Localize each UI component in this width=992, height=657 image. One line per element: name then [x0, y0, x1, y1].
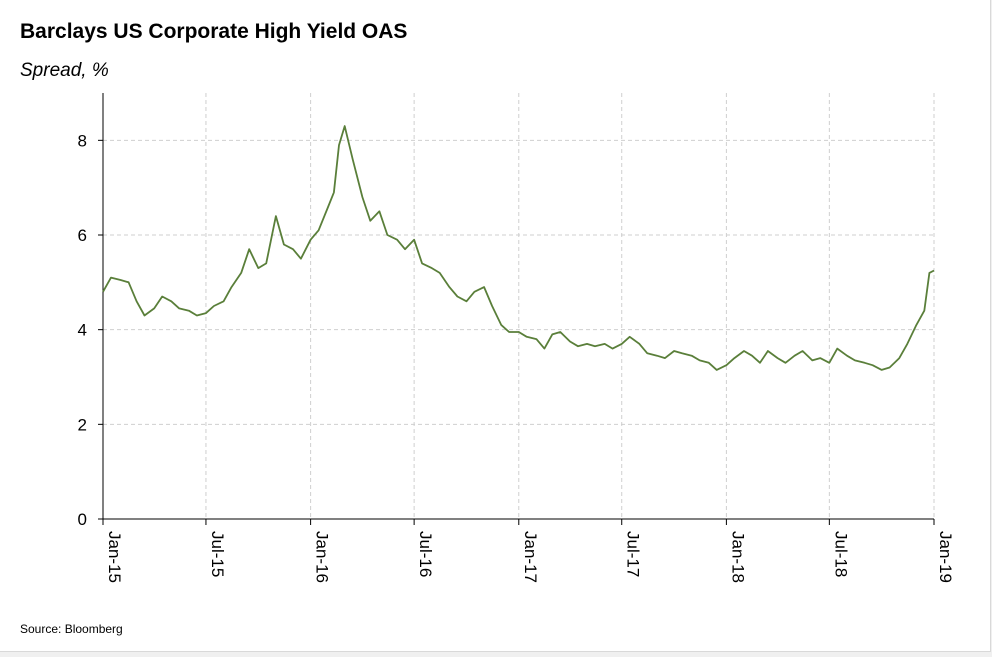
chart-title: Barclays US Corporate High Yield OAS	[20, 20, 408, 43]
axes	[98, 93, 935, 525]
x-tick-label: Jan-15	[105, 531, 124, 583]
x-tick-label: Jan-18	[728, 531, 747, 583]
x-tick-label: Jan-19	[936, 531, 955, 583]
x-tick-label: Jul-18	[831, 531, 850, 577]
y-tick-labels: 0 2 4 6 8	[78, 131, 87, 529]
series-line	[102, 125, 935, 371]
chart-source: Source: Bloomberg	[20, 622, 123, 636]
x-tick-label: Jul-15	[208, 531, 227, 577]
y-tick-label: 8	[78, 131, 87, 150]
gridlines	[102, 93, 935, 519]
chart-subtitle: Spread, %	[20, 60, 109, 81]
x-tick-labels: Jan-15 Jul-15 Jan-16 Jul-16 Jan-17 Jul-17 Jan-…	[105, 531, 955, 583]
y-tick-label: 0	[78, 510, 87, 529]
x-tick-label: Jan-17	[521, 531, 540, 583]
y-tick-label: 2	[78, 415, 87, 434]
series-layer	[102, 125, 935, 371]
x-tick-label: Jul-17	[624, 531, 643, 577]
y-tick-label: 4	[78, 321, 87, 340]
y-tick-label: 6	[78, 226, 87, 245]
x-tick-label: Jan-16	[313, 531, 332, 583]
x-tick-label: Jul-16	[416, 531, 435, 577]
